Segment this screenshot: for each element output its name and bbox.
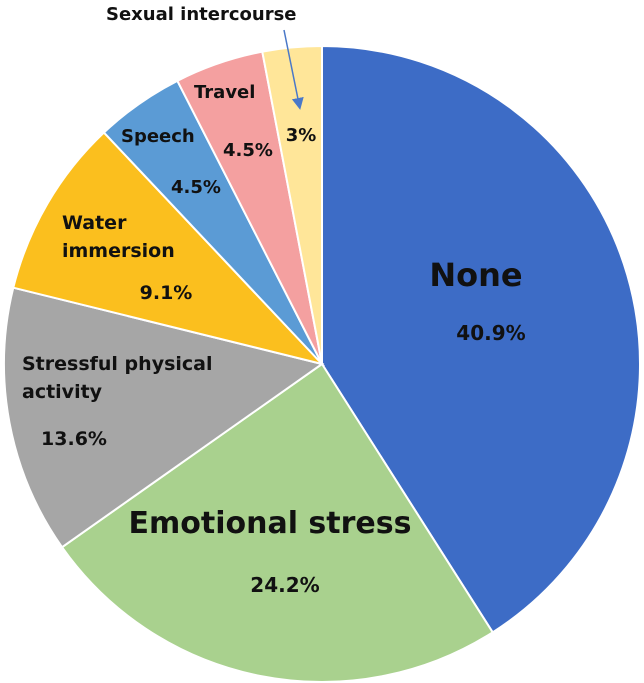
pie-labels: None 40.9% Emotional stress 24.2% Stressful …: [22, 4, 526, 597]
slice-label-water-immersion: immersion: [62, 240, 175, 262]
pie-slice-sexual-intercourse: [261, 44, 323, 365]
slice-label-emotional-stress: Emotional stress: [129, 506, 412, 541]
slice-label-travel: Travel: [194, 82, 255, 103]
pie-slices: [3, 44, 641, 683]
slice-label-speech: Speech: [121, 126, 195, 147]
pie-slice-emotional-stress: [60, 362, 495, 683]
pie-slice-stressful-physical-activity: [3, 286, 325, 549]
callout-arrow: [283, 29, 304, 110]
pie-slice-none: [321, 44, 641, 634]
slice-value-sexual-intercourse: 3%: [286, 125, 317, 146]
slice-label-sexual-intercourse: Sexual intercourse: [106, 4, 297, 25]
slice-label-water-immersion: Water: [62, 212, 127, 234]
slice-value-emotional-stress: 24.2%: [250, 573, 319, 597]
slice-label-stressful-physical-activity: Stressful physical: [22, 353, 213, 375]
slice-value-travel: 4.5%: [223, 140, 273, 161]
slice-value-speech: 4.5%: [171, 177, 221, 198]
slice-value-water-immersion: 9.1%: [140, 282, 193, 304]
pie-slice-water-immersion: [12, 131, 326, 366]
slice-label-none: None: [429, 256, 522, 294]
slice-value-stressful-physical-activity: 13.6%: [41, 428, 107, 450]
slice-value-none: 40.9%: [456, 321, 525, 345]
slice-label-stressful-physical-activity: activity: [22, 381, 103, 403]
